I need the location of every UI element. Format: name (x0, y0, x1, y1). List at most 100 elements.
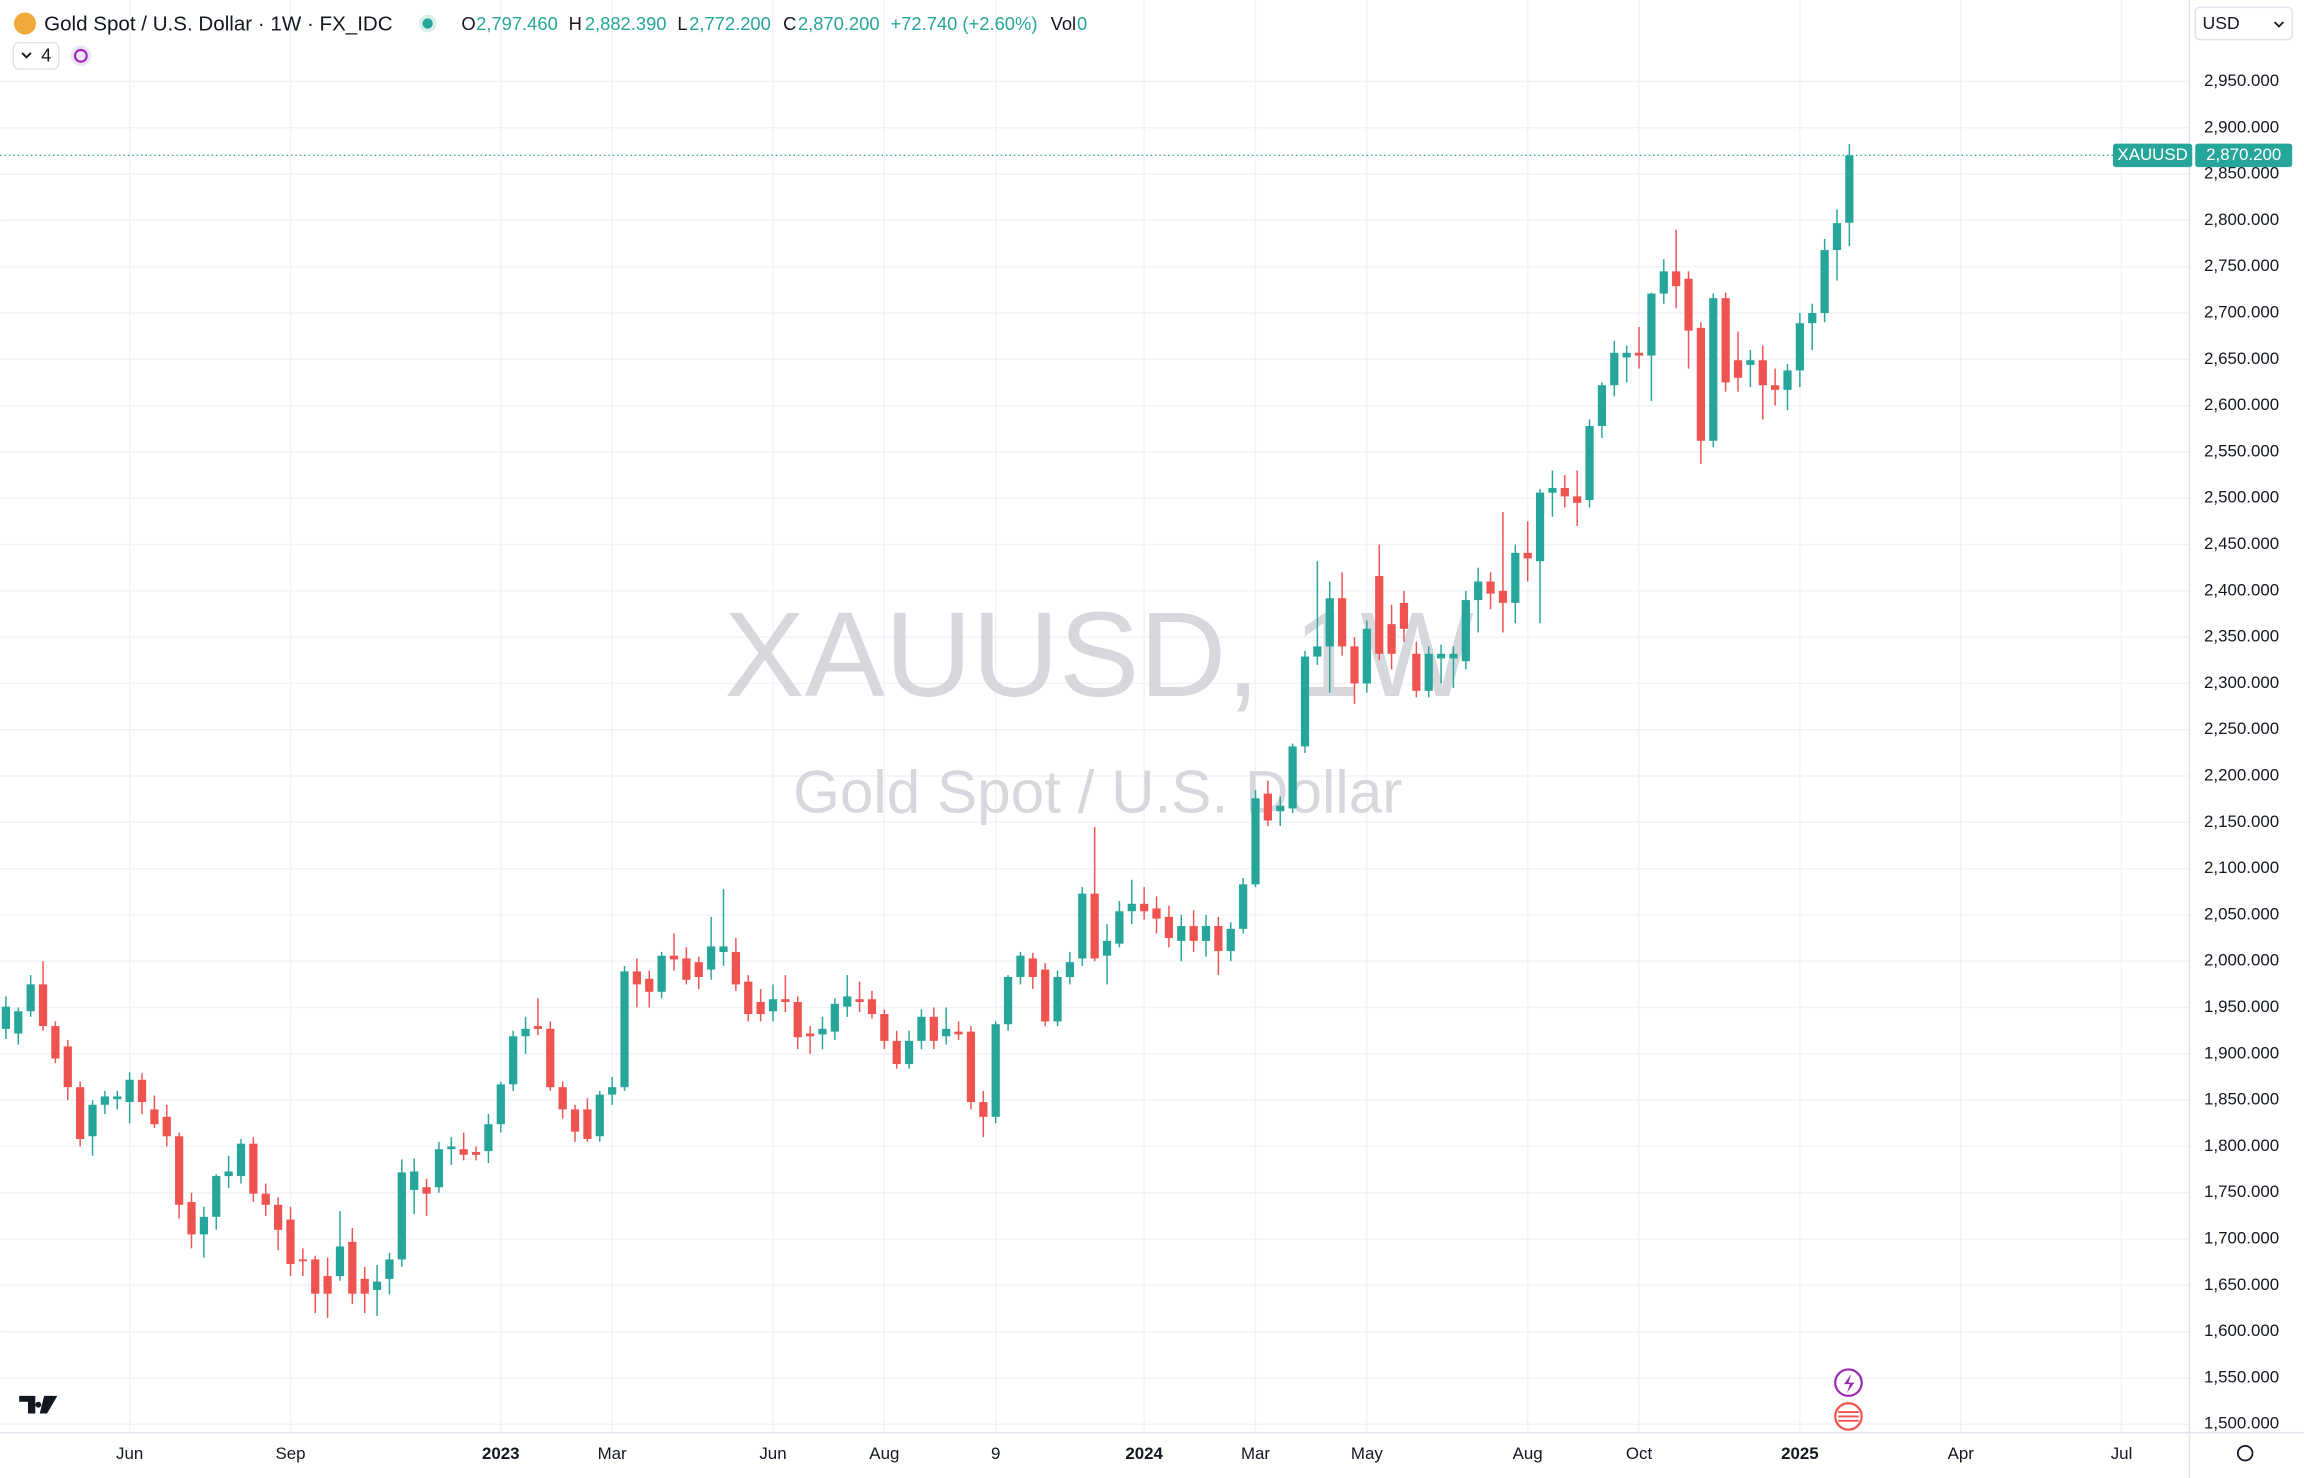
candle-body (273, 1204, 283, 1230)
x-tick-label: 2025 (1781, 1444, 1819, 1463)
candle-body (410, 1171, 419, 1190)
candle-body (1585, 425, 1594, 501)
tv-logo[interactable] (19, 1395, 58, 1414)
candle-body (484, 1124, 493, 1152)
candle-body (26, 984, 35, 1012)
candle-body (1350, 646, 1359, 684)
candle-body (533, 1026, 543, 1029)
currency-select[interactable] (2194, 6, 2293, 41)
candle-body (608, 1087, 617, 1095)
y-tick-label: 1,650.000 (2204, 1275, 2279, 1294)
settings-icon[interactable] (2236, 1444, 2254, 1462)
sync-icon-bg[interactable] (70, 45, 92, 67)
candle-body (236, 1143, 246, 1177)
price-tag (2195, 143, 2293, 168)
candle-body (595, 1094, 604, 1137)
candle-body (1783, 370, 1792, 390)
candle-body (781, 999, 790, 1002)
candle-body (1709, 298, 1718, 441)
candle-body (1053, 976, 1062, 1022)
candle-body (100, 1096, 110, 1105)
symbol-title[interactable]: Gold Spot / U.S. Dollar · 1W · FX_IDC (44, 12, 393, 35)
y-tick-label: 1,800.000 (2204, 1136, 2279, 1155)
open-value: 2,797.460 (476, 13, 558, 34)
candle-body (620, 971, 629, 1088)
candle-body (1832, 223, 1842, 251)
candle-body (88, 1104, 97, 1137)
y-tick-label: 2,400.000 (2204, 580, 2279, 599)
candle-body (1337, 598, 1347, 647)
candle-body (744, 981, 753, 1015)
candle-body (1, 1006, 11, 1029)
candle-body (1239, 884, 1248, 929)
y-tick-label: 2,650.000 (2204, 349, 2279, 368)
candle-body (1610, 352, 1619, 386)
candle-body (1684, 278, 1693, 331)
candle-body (137, 1079, 147, 1102)
candle-body (509, 1036, 518, 1085)
candle-body (261, 1193, 270, 1205)
y-tick-label: 2,950.000 (2204, 71, 2279, 90)
candle-body (1003, 976, 1013, 1025)
candle-body (904, 1040, 914, 1065)
y-tick-label: 2,850.000 (2204, 164, 2279, 183)
indicators-toggle[interactable] (12, 41, 60, 70)
candle-body (583, 1109, 592, 1140)
x-tick-label: Oct (1626, 1444, 1653, 1463)
candle-body (1152, 908, 1161, 919)
candle-body (843, 996, 852, 1007)
candle-body (212, 1176, 221, 1217)
candle-body (892, 1040, 901, 1065)
y-tick-label: 2,200.000 (2204, 765, 2279, 784)
candle-body (199, 1216, 208, 1235)
y-tick-label: 2,800.000 (2204, 210, 2279, 229)
y-tick-label: 2,450.000 (2204, 534, 2279, 553)
sync-icon (73, 48, 88, 63)
chevron-icon (21, 52, 32, 59)
candle-body (1721, 298, 1730, 383)
candle-body (1300, 656, 1310, 747)
volume-label: Vol (1051, 13, 1077, 34)
candle-body (1461, 600, 1470, 662)
candle-body (1771, 385, 1780, 390)
candle-body (1412, 653, 1421, 691)
candle-body (397, 1172, 406, 1260)
y-tick-label: 1,850.000 (2204, 1090, 2279, 1109)
candle-body (1325, 598, 1334, 647)
candle-body (76, 1087, 85, 1140)
candle-body (1634, 352, 1644, 356)
candle-body (1672, 271, 1681, 287)
candle-body (1226, 928, 1235, 952)
bolt-icon (1844, 1373, 1855, 1393)
candle-body (1177, 926, 1186, 941)
candle-body (1573, 496, 1582, 503)
y-tick-label: 2,350.000 (2204, 627, 2279, 646)
close-label: C (783, 13, 796, 34)
candle-body (991, 1024, 1000, 1117)
candle-body (471, 1152, 481, 1155)
symbol-tag-label: XAUUSD (2117, 145, 2187, 164)
watermark-symbol: XAUUSD, 1W (724, 587, 1474, 722)
candle-body (51, 1026, 60, 1059)
candle-body (1436, 653, 1446, 659)
y-tick-label: 2,300.000 (2204, 673, 2279, 692)
candle-body (1498, 590, 1508, 603)
candle-body (1362, 628, 1371, 684)
open-label: O (461, 13, 475, 34)
candle-body (1189, 926, 1198, 941)
candle-body (570, 1109, 580, 1132)
candle-body (669, 955, 679, 960)
x-tick-label: Mar (598, 1444, 627, 1463)
x-tick-label: Aug (869, 1444, 899, 1463)
candle-body (1758, 360, 1767, 386)
candle-body (187, 1202, 196, 1235)
candle-body (979, 1101, 988, 1117)
candle-body (113, 1096, 122, 1100)
x-tick-label: Aug (1513, 1444, 1543, 1463)
y-tick-label: 2,750.000 (2204, 256, 2279, 275)
y-tick-label: 1,750.000 (2204, 1182, 2279, 1201)
candle-body (1746, 360, 1755, 365)
